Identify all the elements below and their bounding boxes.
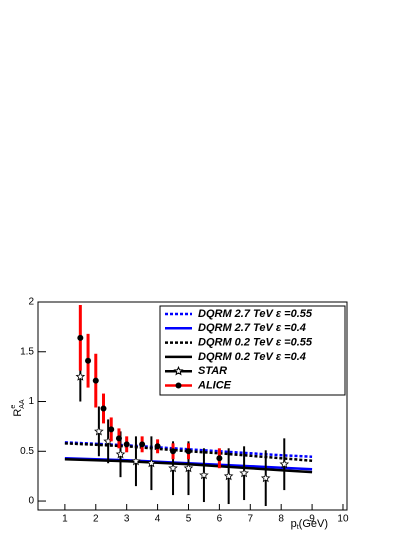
alice-point — [123, 441, 130, 448]
x-title-sub: t — [297, 524, 299, 531]
x-tick-label: 4 — [155, 514, 161, 525]
x-tick-label: 1 — [62, 514, 68, 525]
star-point — [115, 449, 126, 459]
star-point — [199, 470, 209, 480]
y-axis-title: Re AA — [10, 399, 26, 417]
y-title-base: R — [12, 409, 24, 417]
x-tick-label: 10 — [337, 514, 349, 525]
legend-marker — [175, 382, 182, 389]
y-tick-label: 1.5 — [20, 346, 34, 357]
star-point — [279, 459, 290, 469]
x-tick-label: 5 — [186, 514, 192, 525]
x-tick-label: 9 — [309, 514, 315, 525]
alice-point — [85, 357, 92, 364]
star-point — [223, 471, 234, 481]
legend-label: DQRM 0.2 TeV ε =0.55 — [198, 337, 313, 349]
alice-point — [115, 435, 122, 442]
star-point — [183, 463, 194, 473]
legend-label: DQRM 0.2 TeV ε =0.4 — [198, 351, 306, 363]
alice-point — [185, 448, 192, 455]
y-tick-label: 0 — [28, 496, 34, 507]
alice-point — [108, 426, 115, 433]
legend-label: DQRM 2.7 TeV ε =0.55 — [198, 308, 313, 320]
x-tick-label: 6 — [217, 514, 223, 525]
alice-point — [100, 405, 107, 412]
x-axis-title: pt(GeV) — [291, 518, 328, 531]
x-title-base: p — [291, 518, 297, 530]
star-point — [260, 473, 271, 483]
y-title-sub: AA — [19, 399, 26, 409]
star-point — [239, 468, 249, 478]
legend-box — [159, 305, 346, 396]
y-tick-label: 2 — [28, 297, 34, 308]
legend-marker — [173, 365, 184, 376]
star-point — [75, 371, 86, 381]
alice-point — [216, 455, 223, 462]
alice-point — [139, 441, 146, 448]
alice-point — [77, 334, 84, 341]
star-point — [94, 426, 104, 436]
x-tick-label: 8 — [278, 514, 284, 525]
alice-point — [154, 443, 161, 450]
x-tick-label: 2 — [93, 514, 99, 525]
star-point — [168, 463, 178, 473]
y-tick-label: 1 — [28, 396, 34, 407]
legend-label: STAR — [198, 365, 227, 377]
plot-frame — [37, 301, 348, 511]
star-point — [146, 458, 157, 468]
x-title-rest: (GeV) — [299, 518, 328, 530]
x-tick-label: 7 — [248, 514, 254, 525]
y-title-sup: e — [10, 405, 17, 409]
alice-point — [170, 448, 177, 455]
legend-label: DQRM 2.7 TeV ε =0.4 — [198, 322, 306, 334]
star-point — [131, 456, 141, 466]
legend-label: ALICE — [197, 379, 232, 391]
x-tick-label: 3 — [124, 514, 130, 525]
alice-point — [92, 377, 99, 384]
y-tick-label: 0.5 — [20, 446, 34, 457]
series-line — [64, 442, 313, 462]
